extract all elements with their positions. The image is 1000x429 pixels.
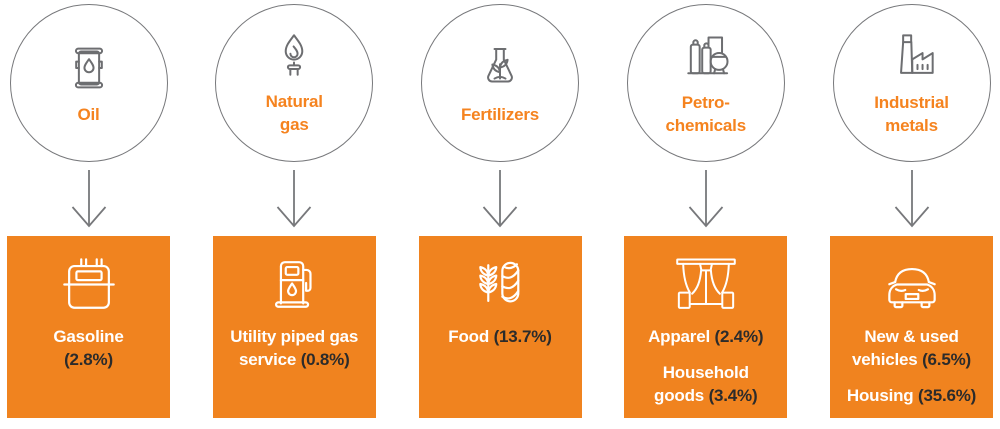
- down-arrow-icon: [482, 170, 518, 228]
- source-label: Petro-chemicals: [665, 93, 747, 135]
- gas-flame-icon: [268, 30, 320, 82]
- curtains-icon: [671, 253, 741, 316]
- target-icon-wrap: [263, 251, 325, 317]
- source-label: Industrial metals: [874, 93, 949, 135]
- column-industrial-metals: Industrial metals: [830, 4, 993, 418]
- columns-row: Oil Gasoline (2.8%): [7, 4, 993, 418]
- source-label: Oil: [77, 104, 100, 124]
- target-label: Food (13.7%): [448, 327, 552, 346]
- target-box-food: Food (13.7%): [418, 236, 582, 418]
- source-circle-oil: Oil: [9, 4, 168, 162]
- target-box-vehicles-housing: New & used vehicles (6.5%) Housing (35.6%): [830, 236, 993, 418]
- down-arrow: [71, 170, 107, 228]
- target-label: Utility piped gas service (0.8%): [230, 327, 359, 369]
- down-arrow: [276, 170, 312, 228]
- source-circle-natural-gas: Natural gas: [215, 4, 374, 162]
- target-icon-wrap: [671, 251, 741, 317]
- down-arrow: [482, 170, 518, 228]
- target-label: Apparel (2.4%) Household goods (3.4%): [648, 327, 764, 405]
- fuel-pump-icon: [263, 253, 325, 315]
- down-arrow: [688, 170, 724, 228]
- target-box-utility-gas: Utility piped gas service (0.8%): [212, 236, 376, 418]
- flask-plant-icon: [473, 41, 527, 95]
- chemical-tanks-icon: [679, 29, 733, 83]
- target-icon-wrap: [879, 251, 945, 317]
- wheat-bread-icon: [470, 254, 530, 314]
- factory-icon: [885, 29, 939, 83]
- down-arrow-icon: [71, 170, 107, 228]
- oil-barrel-icon: [62, 41, 116, 95]
- column-fertilizers: Fertilizers: [418, 4, 582, 418]
- source-circle-fertilizers: Fertilizers: [421, 4, 579, 162]
- gas-meter-icon: [58, 253, 120, 315]
- target-label: Gasoline (2.8%): [53, 327, 124, 369]
- source-label: Natural gas: [265, 92, 323, 134]
- car-front-icon: [879, 257, 945, 311]
- target-box-apparel-household: Apparel (2.4%) Household goods (3.4%): [624, 236, 788, 418]
- column-natural-gas: Natural gas Utilit: [212, 4, 376, 418]
- down-arrow-icon: [276, 170, 312, 228]
- target-icon-wrap: [470, 251, 530, 317]
- target-label: New & used vehicles (6.5%) Housing (35.6%): [846, 327, 977, 405]
- down-arrow-icon: [894, 170, 930, 228]
- down-arrow-icon: [688, 170, 724, 228]
- column-oil: Oil Gasoline (2.8%): [7, 4, 170, 418]
- target-icon-wrap: [58, 251, 120, 317]
- down-arrow: [894, 170, 930, 228]
- source-circle-petrochemicals: Petro-chemicals: [626, 4, 785, 162]
- target-box-gasoline: Gasoline (2.8%): [7, 236, 170, 418]
- source-label: Fertilizers: [460, 104, 540, 124]
- column-petrochemicals: Petro-chemicals: [624, 4, 788, 418]
- source-circle-industrial-metals: Industrial metals: [832, 4, 991, 162]
